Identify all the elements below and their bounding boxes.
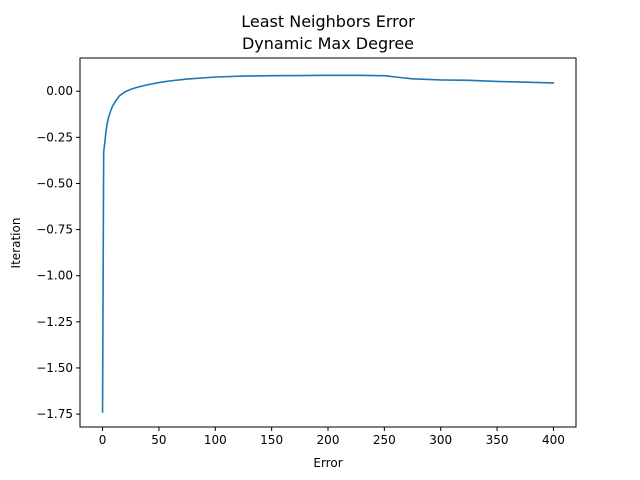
x-tick-label: 50 — [151, 433, 166, 447]
y-tick-label: −0.25 — [36, 130, 73, 144]
x-tick-label: 100 — [204, 433, 227, 447]
y-tick-label: −0.50 — [36, 176, 73, 190]
chart-title-line-1: Least Neighbors Error — [241, 12, 415, 31]
plot-area — [101, 74, 555, 414]
chart-title-line-2: Dynamic Max Degree — [242, 34, 414, 53]
x-tick-label: 250 — [373, 433, 396, 447]
y-tick-label: −0.75 — [36, 223, 73, 237]
series-line — [101, 74, 555, 414]
y-tick-label: −1.75 — [36, 407, 73, 421]
y-tick-label: 0.00 — [46, 84, 73, 98]
x-tick-label: 200 — [317, 433, 340, 447]
x-tick-label: 400 — [542, 433, 565, 447]
x-tick-label: 150 — [260, 433, 283, 447]
y-tick-label: −1.00 — [36, 269, 73, 283]
x-tick-label: 300 — [429, 433, 452, 447]
y-tick-label: −1.25 — [36, 315, 73, 329]
x-axis-label: Error — [313, 456, 342, 470]
x-tick-label: 350 — [486, 433, 509, 447]
y-tick-label: −1.50 — [36, 361, 73, 375]
y-axis-label: Iteration — [9, 218, 23, 269]
x-tick-label: 0 — [99, 433, 107, 447]
